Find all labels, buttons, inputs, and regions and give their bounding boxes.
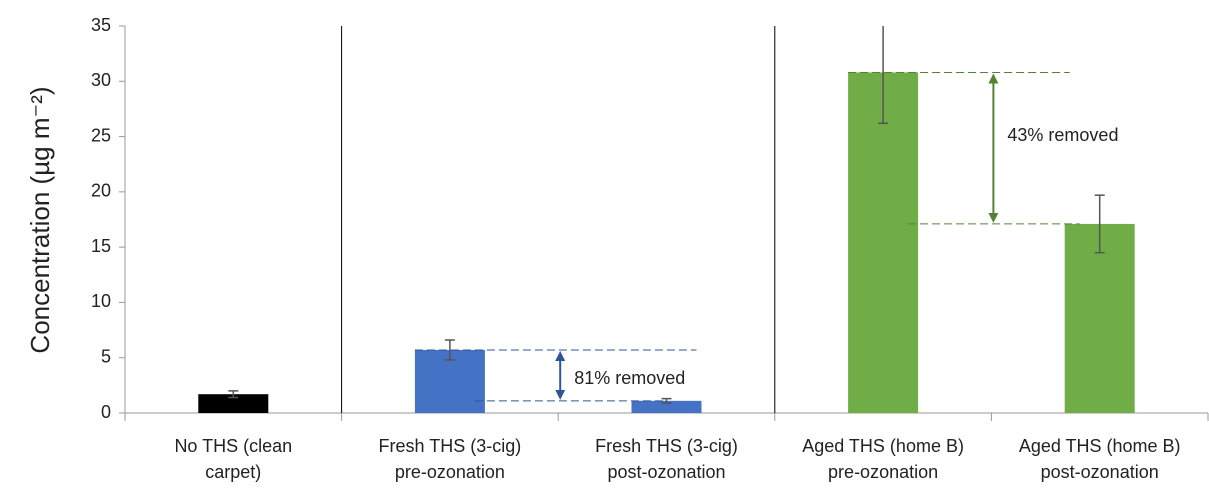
- x-tick-label: post-ozonation: [607, 462, 725, 482]
- y-tick-label: 15: [91, 236, 111, 256]
- y-axis-label: Concentration (µg m⁻²): [25, 86, 55, 353]
- x-tick-label: Aged THS (home B): [802, 436, 964, 456]
- x-tick-label: pre-ozonation: [395, 462, 505, 482]
- x-tick-label: No THS (clean: [174, 436, 292, 456]
- x-tick-label: Aged THS (home B): [1019, 436, 1181, 456]
- y-tick-label: 25: [91, 125, 111, 145]
- y-tick-label: 35: [91, 15, 111, 35]
- x-tick-label: Fresh THS (3-cig): [595, 436, 738, 456]
- y-tick-label: 0: [101, 402, 111, 422]
- annotation: 43% removed: [1007, 125, 1118, 145]
- annotation: 81% removed: [574, 368, 685, 388]
- x-tick-label: pre-ozonation: [828, 462, 938, 482]
- bar: [848, 72, 919, 413]
- y-tick-label: 5: [101, 346, 111, 366]
- y-tick-label: 20: [91, 181, 111, 201]
- x-tick-label: Fresh THS (3-cig): [379, 436, 522, 456]
- bar: [1064, 223, 1135, 413]
- y-tick-label: 10: [91, 291, 111, 311]
- x-tick-label: carpet): [205, 462, 261, 482]
- bar: [198, 394, 269, 413]
- bar: [631, 400, 702, 413]
- x-tick-label: post-ozonation: [1041, 462, 1159, 482]
- y-tick-label: 30: [91, 70, 111, 90]
